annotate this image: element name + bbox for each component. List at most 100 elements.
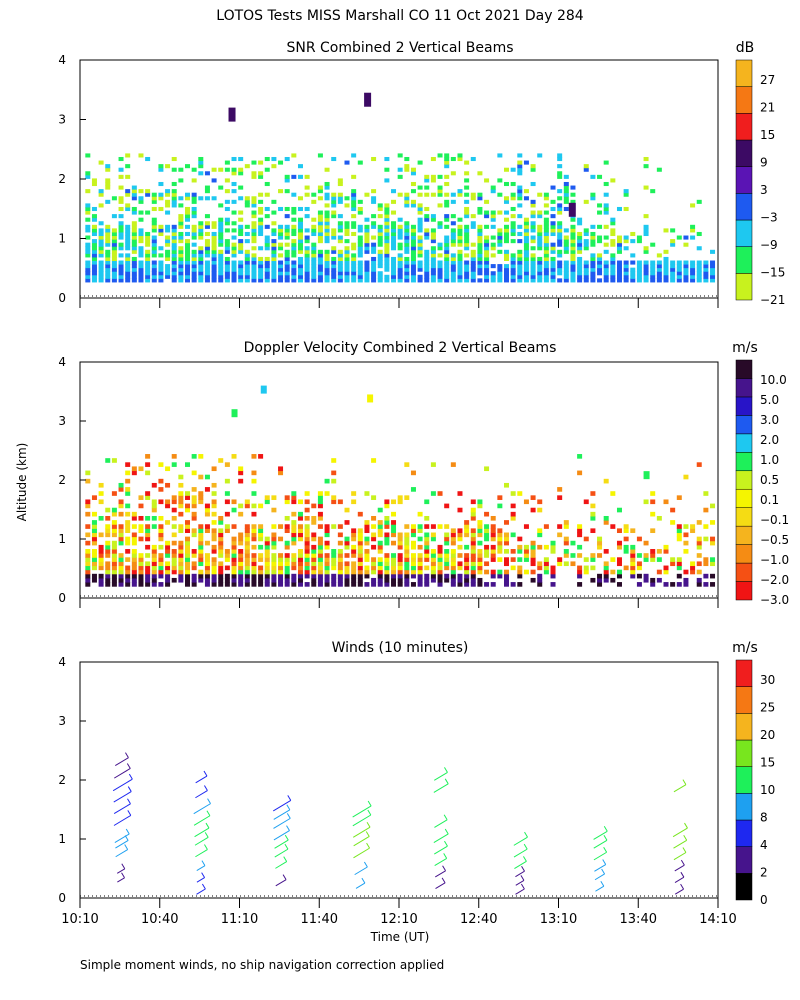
snr-cell xyxy=(238,228,244,233)
snr-cell xyxy=(537,278,543,283)
snr-cell xyxy=(430,249,436,254)
doppler-cell xyxy=(650,553,656,558)
snr-cell xyxy=(670,242,676,247)
doppler-cell xyxy=(530,540,536,546)
snr-cell xyxy=(244,267,250,272)
snr-cell xyxy=(477,278,483,283)
snr-cell xyxy=(497,153,503,158)
snr-cell xyxy=(384,221,390,226)
snr-cell xyxy=(371,235,377,240)
doppler-cell xyxy=(291,573,297,579)
snr-cell xyxy=(630,231,636,237)
snr-cell xyxy=(238,267,244,272)
snr-cell xyxy=(171,228,177,233)
snr-cell xyxy=(331,192,337,197)
snr-cell xyxy=(284,260,290,265)
snr-cell xyxy=(397,192,403,197)
snr-cell xyxy=(623,267,629,272)
snr-cell xyxy=(530,164,536,169)
snr-cell xyxy=(450,228,456,233)
snr-cell xyxy=(597,203,603,208)
doppler-cell xyxy=(105,577,111,583)
snr-cell xyxy=(185,214,191,219)
doppler-cell xyxy=(131,577,137,583)
snr-cell xyxy=(497,239,503,244)
snr-cell xyxy=(484,242,490,247)
doppler-cell xyxy=(111,557,117,562)
doppler-cell xyxy=(204,487,210,492)
doppler-cell xyxy=(430,565,436,571)
doppler-cell xyxy=(357,573,363,579)
snr-cell xyxy=(464,185,470,190)
doppler-cell xyxy=(98,482,104,488)
snr-cell xyxy=(583,167,589,172)
snr-cell xyxy=(211,267,217,272)
snr-cell xyxy=(224,267,230,272)
doppler-cell xyxy=(111,553,117,558)
snr-cell xyxy=(543,267,549,272)
snr-cell xyxy=(131,192,137,197)
snr-cell xyxy=(131,239,137,244)
doppler-cell xyxy=(238,557,244,562)
doppler-cell xyxy=(477,540,483,546)
snr-cell xyxy=(111,214,117,219)
doppler-cell xyxy=(311,544,317,550)
snr-cell xyxy=(145,267,151,272)
wind-barb-flag xyxy=(523,843,528,850)
doppler-cell xyxy=(211,482,217,488)
snr-cell xyxy=(178,253,184,258)
snr-cell xyxy=(284,242,290,247)
doppler-cell xyxy=(557,532,563,538)
doppler-cell xyxy=(251,577,257,583)
snr-cell xyxy=(251,196,257,201)
snr-cell xyxy=(211,253,217,258)
snr-cell xyxy=(211,221,217,226)
snr-cell xyxy=(351,199,357,204)
snr-cell xyxy=(258,260,264,265)
snr-cell xyxy=(331,231,337,237)
snr-cell xyxy=(185,217,191,222)
doppler-cell xyxy=(238,573,244,579)
doppler-cell xyxy=(264,573,270,579)
snr-cell xyxy=(437,278,443,283)
doppler-cell xyxy=(317,495,323,500)
doppler-cell xyxy=(490,569,496,575)
doppler-cell xyxy=(297,532,303,538)
wind-barb-flag xyxy=(121,863,126,870)
doppler-cell xyxy=(517,565,523,571)
snr-cell xyxy=(391,278,397,283)
doppler-cell xyxy=(577,582,583,587)
doppler-cell xyxy=(251,569,257,575)
snr-cell xyxy=(597,267,603,272)
snr-cell xyxy=(490,214,496,219)
snr-cell xyxy=(583,199,589,204)
snr-cell xyxy=(696,246,702,251)
doppler-cell xyxy=(703,582,709,587)
doppler-cell xyxy=(191,565,197,571)
winds-colorbar-segment xyxy=(735,713,753,741)
snr-cell xyxy=(98,242,104,247)
snr-cell xyxy=(231,267,237,272)
snr-cell xyxy=(404,242,410,247)
snr-cell xyxy=(91,249,97,254)
snr-cell xyxy=(510,239,516,244)
doppler-colorbar-tick: 5.0 xyxy=(760,393,779,407)
doppler-cell xyxy=(703,536,709,542)
doppler-cell xyxy=(457,544,463,550)
doppler-cell xyxy=(337,577,343,583)
snr-cell xyxy=(357,210,363,215)
doppler-cell xyxy=(371,582,377,587)
doppler-cell xyxy=(178,474,184,480)
doppler-cell xyxy=(118,565,124,571)
doppler-cell xyxy=(165,544,171,550)
doppler-cell xyxy=(676,524,682,529)
doppler-cell xyxy=(165,573,171,579)
snr-cell xyxy=(278,242,284,247)
doppler-cell xyxy=(145,565,151,571)
wind-barb-flag xyxy=(366,842,371,849)
doppler-cell xyxy=(224,573,230,579)
doppler-cell xyxy=(643,577,649,583)
snr-strong-cell xyxy=(568,202,576,217)
snr-cell xyxy=(464,260,470,265)
snr-cell xyxy=(450,274,456,279)
